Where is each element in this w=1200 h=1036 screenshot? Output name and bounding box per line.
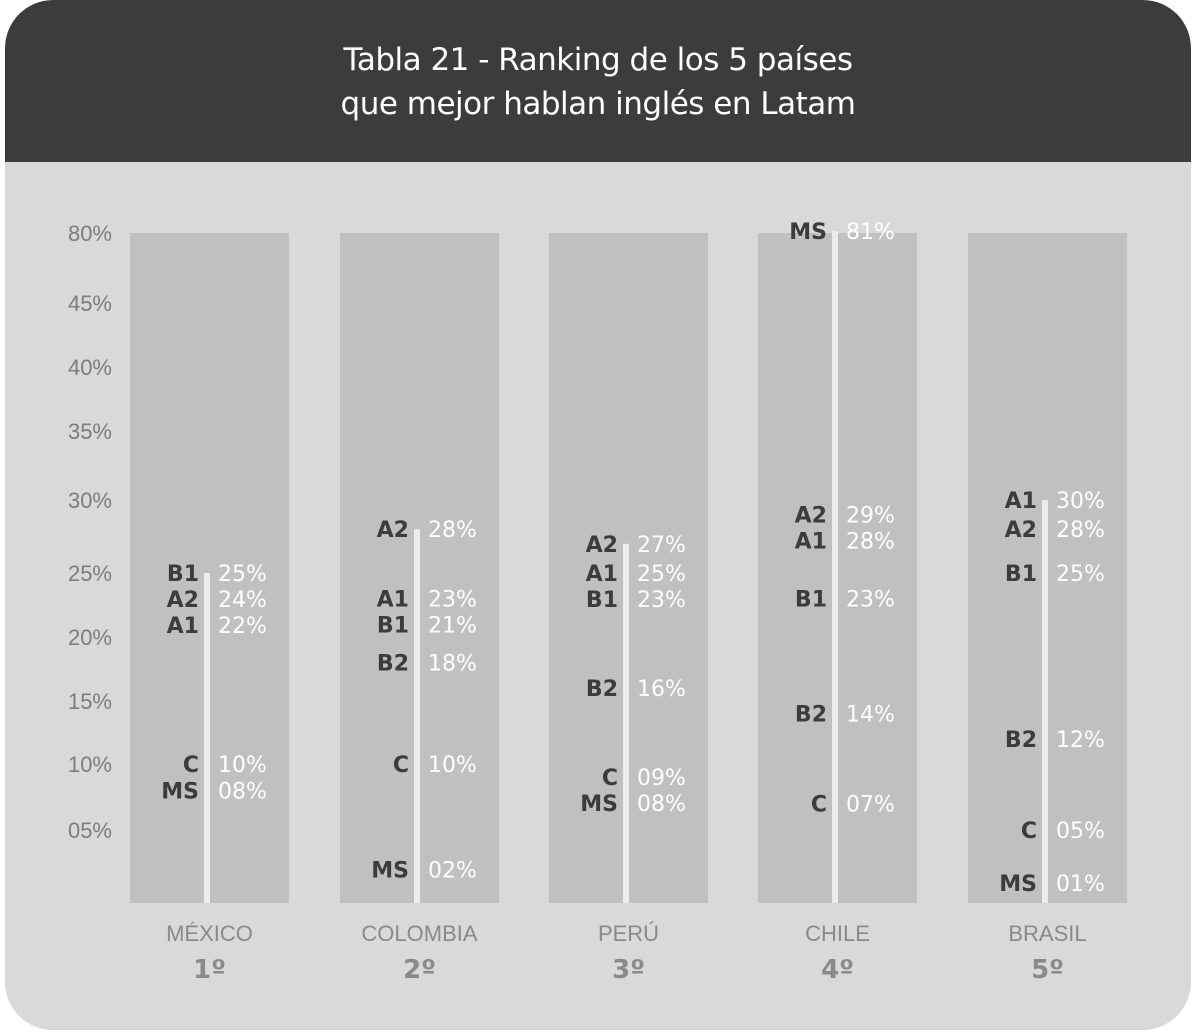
y-tick-label: 30% <box>68 488 112 513</box>
level-label: MS <box>789 220 827 245</box>
y-tick-label: 40% <box>68 355 112 380</box>
level-label: C <box>183 753 199 778</box>
y-tick-label: 80% <box>68 221 112 246</box>
value-label: 05% <box>1056 819 1105 844</box>
y-tick-label: 25% <box>68 561 112 586</box>
country-name-label: CHILE <box>805 921 870 946</box>
value-label: 08% <box>637 792 686 817</box>
level-label: MS <box>999 872 1037 897</box>
level-label: C <box>393 753 409 778</box>
value-label: 01% <box>1056 872 1105 897</box>
level-label: B2 <box>795 703 827 728</box>
country-rank-label: 2º <box>403 955 436 985</box>
value-label: 02% <box>428 859 477 884</box>
level-label: A2 <box>1005 518 1037 543</box>
level-label: B1 <box>586 588 618 613</box>
country-rank-label: 1º <box>193 955 226 985</box>
value-label: 12% <box>1056 728 1105 753</box>
value-label: 07% <box>846 793 895 818</box>
country-stem-2 <box>414 529 420 903</box>
level-label: A2 <box>377 518 409 543</box>
value-label: 27% <box>637 533 686 558</box>
value-label: 28% <box>428 518 477 543</box>
chart-title-line-1: Tabla 21 - Ranking de los 5 países <box>343 42 853 78</box>
level-label: B2 <box>377 652 409 677</box>
value-label: 23% <box>846 588 895 613</box>
level-label: A1 <box>795 530 827 555</box>
level-label: A1 <box>586 562 618 587</box>
y-tick-label: 15% <box>68 689 112 714</box>
level-label: A2 <box>795 504 827 529</box>
chart-title: Tabla 21 - Ranking de los 5 países que m… <box>5 38 1191 126</box>
level-label: MS <box>580 792 618 817</box>
value-label: 30% <box>1056 489 1105 514</box>
level-label: B1 <box>167 562 199 587</box>
level-label: B1 <box>795 588 827 613</box>
value-label: 29% <box>846 504 895 529</box>
value-label: 09% <box>637 766 686 791</box>
y-tick-label: 10% <box>68 752 112 777</box>
level-label: B1 <box>377 614 409 639</box>
value-label: 24% <box>218 588 267 613</box>
chart-title-line-2: que mejor hablan inglés en Latam <box>340 86 856 122</box>
value-label: 25% <box>637 562 686 587</box>
y-tick-label: 20% <box>68 625 112 650</box>
level-label: MS <box>161 779 199 804</box>
value-label: 81% <box>846 220 895 245</box>
level-label: A1 <box>167 614 199 639</box>
value-label: 18% <box>428 652 477 677</box>
country-name-label: BRASIL <box>1008 921 1086 946</box>
level-label: B2 <box>1005 728 1037 753</box>
y-tick-label: 05% <box>68 818 112 843</box>
level-label: A1 <box>1005 489 1037 514</box>
value-label: 10% <box>218 753 267 778</box>
value-label: 10% <box>428 753 477 778</box>
country-rank-label: 5º <box>1031 955 1064 985</box>
y-tick-label: 45% <box>68 291 112 316</box>
country-stem-3 <box>623 543 629 903</box>
level-label: A2 <box>167 588 199 613</box>
level-label: C <box>1021 819 1037 844</box>
level-label: C <box>811 793 827 818</box>
country-name-label: PERÚ <box>598 921 659 946</box>
value-label: 14% <box>846 703 895 728</box>
country-name-label: MÉXICO <box>166 921 253 946</box>
y-tick-label: 35% <box>68 419 112 444</box>
country-rank-label: 4º <box>821 955 854 985</box>
value-label: 23% <box>637 588 686 613</box>
title-header: Tabla 21 - Ranking de los 5 países que m… <box>5 0 1191 162</box>
level-label: C <box>602 766 618 791</box>
country-stem-1 <box>204 573 210 903</box>
value-label: 08% <box>218 779 267 804</box>
value-label: 25% <box>1056 562 1105 587</box>
level-label: A1 <box>377 588 409 613</box>
country-stem-4 <box>832 231 838 903</box>
country-stem-5 <box>1042 500 1048 903</box>
value-label: 28% <box>846 530 895 555</box>
value-label: 25% <box>218 562 267 587</box>
value-label: 23% <box>428 588 477 613</box>
value-label: 16% <box>637 677 686 702</box>
country-rank-label: 3º <box>612 955 645 985</box>
level-label: B2 <box>586 677 618 702</box>
value-label: 21% <box>428 614 477 639</box>
country-name-label: COLOMBIA <box>361 921 477 946</box>
value-label: 28% <box>1056 518 1105 543</box>
level-label: MS <box>371 859 409 884</box>
level-label: B1 <box>1005 562 1037 587</box>
value-label: 22% <box>218 614 267 639</box>
level-label: A2 <box>586 533 618 558</box>
